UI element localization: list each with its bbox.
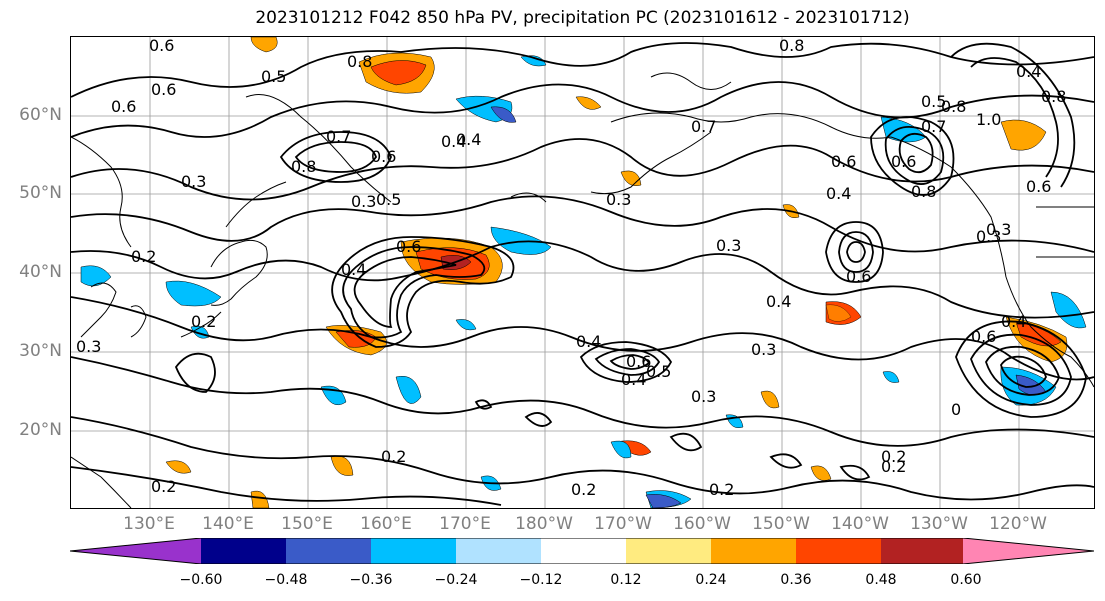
pv-precip-map: 0.6 0.8 0.5 0.6 0.6 0.7 0.8 0.6 0.4 0.3 … — [71, 37, 1094, 508]
contour-label: 0.6 — [831, 152, 856, 171]
colorbar-tick: −0.24 — [434, 572, 478, 588]
colorbar-segment — [626, 538, 711, 564]
lon-label-160e: 160°E — [360, 514, 412, 534]
contour-label: 0.4 — [341, 260, 366, 279]
contour-label: 0.2 — [151, 477, 176, 496]
colorbar-segment — [711, 538, 796, 564]
contour-label: 0.5 — [376, 190, 401, 209]
contour-label: 0.7 — [691, 117, 716, 136]
contour-label: 0.3 — [751, 340, 776, 359]
lon-label-170e: 170°E — [439, 514, 491, 534]
lat-label-60n: 60°N — [19, 105, 62, 125]
contour-label: 0.8 — [1041, 87, 1066, 106]
colorbar-segment — [371, 538, 456, 564]
colorbar-segment — [541, 538, 626, 564]
colorbar-segment — [456, 538, 541, 564]
lon-label-130e: 130°E — [123, 514, 175, 534]
colorbar-svg — [69, 537, 1095, 565]
gridlines — [71, 37, 1094, 508]
colorbar-segment — [796, 538, 881, 564]
lon-label-140e: 140°E — [202, 514, 254, 534]
contour-labels: 0.6 0.8 0.5 0.6 0.6 0.7 0.8 0.6 0.4 0.3 … — [76, 37, 1066, 499]
lon-label-130w: 130°W — [910, 514, 968, 534]
lon-label-150e: 150°E — [281, 514, 333, 534]
lat-label-50n: 50°N — [19, 183, 62, 203]
colorbar-tick: 0.24 — [695, 572, 727, 588]
contour-label: 0.6 — [626, 352, 651, 371]
contour-label: 0 — [951, 400, 961, 419]
lon-label-150w: 150°W — [752, 514, 810, 534]
lon-label-140w: 140°W — [831, 514, 889, 534]
contour-label: 0.5 — [646, 362, 671, 381]
lon-label-120w: 120°W — [989, 514, 1047, 534]
contour-label: 0.7 — [326, 127, 351, 146]
contour-label: 0.3 — [76, 337, 101, 356]
contour-label: 0.6 — [971, 327, 996, 346]
contour-label: 0.2 — [881, 447, 906, 466]
contour-label: 0.4 — [1016, 62, 1041, 81]
lat-label-30n: 30°N — [19, 341, 62, 361]
colorbar-tick: 0.12 — [610, 572, 642, 588]
contour-label: 0.3 — [351, 192, 376, 211]
contour-label: 0.2 — [381, 447, 406, 466]
contour-label: 0.2 — [191, 312, 216, 331]
contour-label: 0.4 — [456, 130, 481, 149]
contour-label: 0.7 — [921, 117, 946, 136]
contour-label: 0.6 — [846, 267, 871, 286]
contour-label: 0.6 — [111, 97, 136, 116]
contour-label: 0.3 — [181, 172, 206, 191]
colorbar-tick: 0.48 — [865, 572, 897, 588]
colorbar-tick: 0.60 — [950, 572, 982, 588]
lat-label-20n: 20°N — [19, 420, 62, 440]
colorbar-tick: −0.48 — [264, 572, 308, 588]
contour-label: 0.8 — [911, 182, 936, 201]
contour-label: 0.6 — [151, 80, 176, 99]
contour-label: 0.3 — [976, 227, 1001, 246]
contour-label: 0.4 — [766, 292, 791, 311]
colorbar-tick: 0.36 — [780, 572, 812, 588]
contour-label: 0.6 — [149, 37, 174, 55]
contour-label: 0.2 — [571, 480, 596, 499]
contour-label: 0.6 — [371, 147, 396, 166]
contour-label: 0.6 — [891, 152, 916, 171]
contour-label: 0.5 — [921, 92, 946, 111]
colorbar-segment — [201, 538, 286, 564]
contour-label: 0.2 — [881, 457, 906, 476]
contour-label: 0.5 — [261, 67, 286, 86]
contour-label: 0.2 — [709, 480, 734, 499]
colorbar-segment — [963, 538, 1094, 564]
contour-label: 0.2 — [131, 247, 156, 266]
colorbar-tick: −0.12 — [519, 572, 563, 588]
lon-label-160w: 160°W — [673, 514, 731, 534]
contour-label: 0.3 — [716, 236, 741, 255]
contour-label: 0.4 — [441, 132, 466, 151]
colorbar — [69, 537, 1095, 565]
contour-label: 0.4 — [826, 184, 851, 203]
coastlines — [71, 72, 1094, 508]
contour-label: 0.8 — [779, 37, 804, 55]
contour-label: 0.3 — [986, 220, 1011, 239]
contour-label: 0.3 — [691, 387, 716, 406]
contour-label: 0.4 — [1001, 312, 1026, 331]
colorbar-tick: −0.36 — [349, 572, 393, 588]
colorbar-tick: −0.60 — [179, 572, 223, 588]
lon-label-170w: 170°W — [594, 514, 652, 534]
contour-label: 0.6 — [396, 237, 421, 256]
colorbar-segment — [881, 538, 966, 564]
contour-label: 0.8 — [941, 97, 966, 116]
contour-label: 0.8 — [291, 157, 316, 176]
lon-label-180w: 180°W — [515, 514, 573, 534]
contour-label: 0.6 — [1026, 177, 1051, 196]
colorbar-segment — [70, 538, 201, 564]
pv-contours — [71, 42, 1094, 506]
map-title: 2023101212 F042 850 hPa PV, precipitatio… — [255, 8, 910, 28]
contour-label: 0.8 — [347, 52, 372, 71]
map-panel[interactable]: 0.6 0.8 0.5 0.6 0.6 0.7 0.8 0.6 0.4 0.3 … — [70, 36, 1095, 509]
lat-label-40n: 40°N — [19, 262, 62, 282]
contour-label: 0.3 — [606, 190, 631, 209]
contour-label: 0.4 — [576, 332, 601, 351]
contour-label: 0.4 — [621, 370, 646, 389]
contour-label: 1.0 — [976, 110, 1001, 129]
colorbar-segment — [286, 538, 371, 564]
